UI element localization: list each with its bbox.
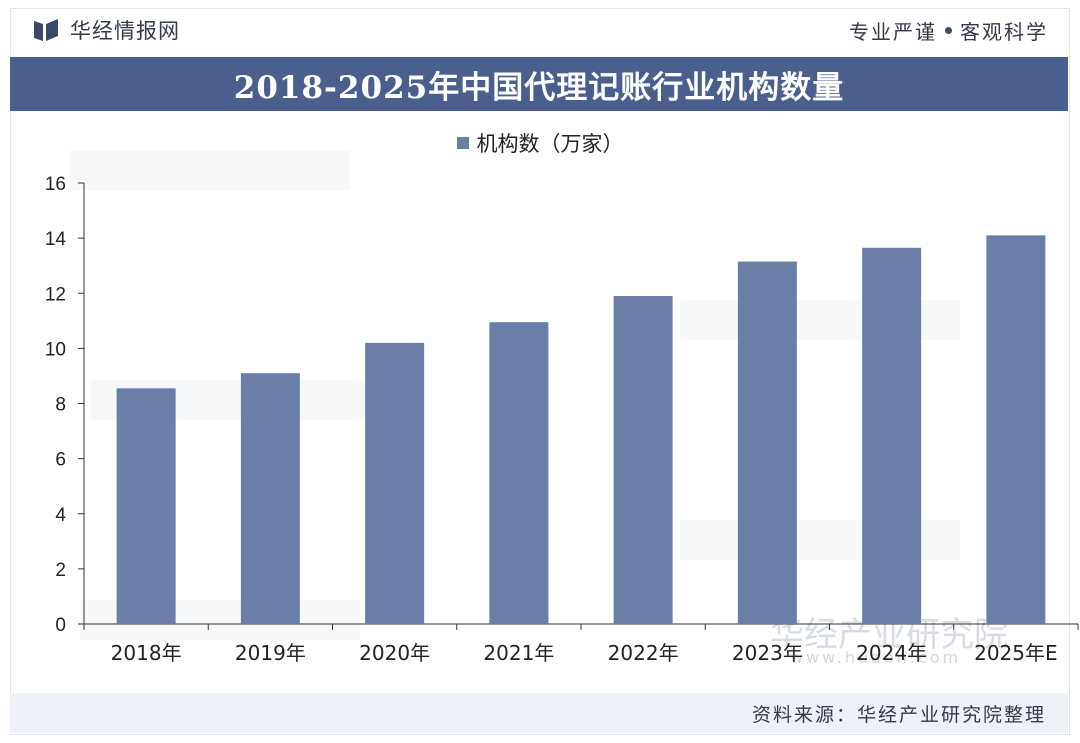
watermark-mark <box>70 150 350 190</box>
slogan: 专业严谨 客观科学 <box>849 16 1048 45</box>
bar-7 <box>862 247 922 624</box>
y-tick-label: 0 <box>55 615 66 636</box>
chart-labels: 0 2 4 6 8 10 12 14 16 2018年 2019年 2020年 2021年 2022年 20… <box>45 174 1058 665</box>
legend-label: 机构数（万家） <box>476 132 624 156</box>
x-tick-label: 2021年 <box>483 641 554 665</box>
x-tick-label: 2025年E <box>974 641 1058 665</box>
x-tick-label: 2019年 <box>235 641 306 665</box>
chart-title-bar: 2018-2025年中国代理记账行业机构数量 <box>10 57 1068 111</box>
y-tick-label: 2 <box>55 560 66 581</box>
chart-bars <box>116 235 1046 624</box>
legend-swatch <box>456 137 469 149</box>
bar-5 <box>613 296 673 624</box>
slogan-right: 客观科学 <box>960 19 1048 44</box>
y-tick-label: 6 <box>55 450 66 471</box>
x-tick-label: 2018年 <box>111 641 182 665</box>
brand-logo-icon <box>34 19 58 41</box>
bar-6 <box>737 261 797 624</box>
y-tick-label: 4 <box>55 505 66 526</box>
bar-8 <box>986 235 1046 624</box>
x-tick-label: 2024年 <box>856 641 927 665</box>
bar-4 <box>489 322 549 624</box>
y-tick-label: 8 <box>55 395 66 416</box>
brand-name: 华经情报网 <box>70 19 180 43</box>
x-tick-label: 2020年 <box>359 641 430 665</box>
x-tick-label: 2022年 <box>608 641 679 665</box>
chart-title: 2018-2025年中国代理记账行业机构数量 <box>233 69 845 106</box>
bar-2 <box>240 373 300 624</box>
chart-legend: 机构数（万家） <box>0 128 1080 158</box>
bar-3 <box>365 342 425 624</box>
slogan-left: 专业严谨 <box>849 19 937 44</box>
top-bar: 华经情报网 专业严谨 客观科学 <box>10 8 1068 52</box>
slogan-dot-icon <box>945 26 952 34</box>
brand: 华经情报网 <box>34 15 180 45</box>
x-tick-label: 2023年 <box>732 641 803 665</box>
y-tick-label: 16 <box>45 174 66 195</box>
y-tick-label: 12 <box>45 284 66 305</box>
y-tick-label: 14 <box>45 229 67 250</box>
source-footer: 资料来源：华经产业研究院整理 <box>10 693 1068 733</box>
y-tick-label: 10 <box>45 339 66 360</box>
watermark-url: www.huaon.com <box>790 648 961 667</box>
bar-1 <box>116 388 176 624</box>
source-text: 资料来源：华经产业研究院整理 <box>751 703 1046 726</box>
